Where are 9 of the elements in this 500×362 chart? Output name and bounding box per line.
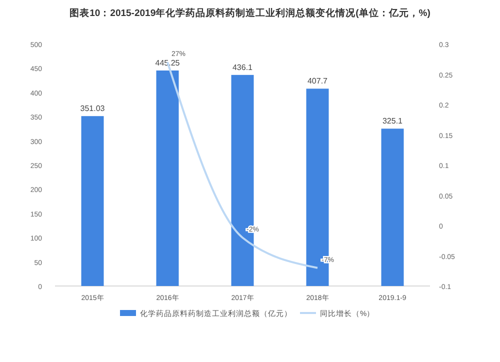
- data-label: 351.03: [80, 104, 106, 114]
- bar: [81, 116, 104, 286]
- data-label: 436.1: [232, 62, 254, 72]
- data-label: 407.7: [307, 76, 328, 86]
- data-label: 325.1: [382, 116, 404, 126]
- chart-title: 图表10：2015-2019年化学药品原料药制造工业利润总额变化情况(单位：亿元，%): [70, 7, 430, 19]
- data-label: 445.25: [155, 58, 180, 68]
- bar: [156, 70, 179, 286]
- bar: [381, 128, 404, 286]
